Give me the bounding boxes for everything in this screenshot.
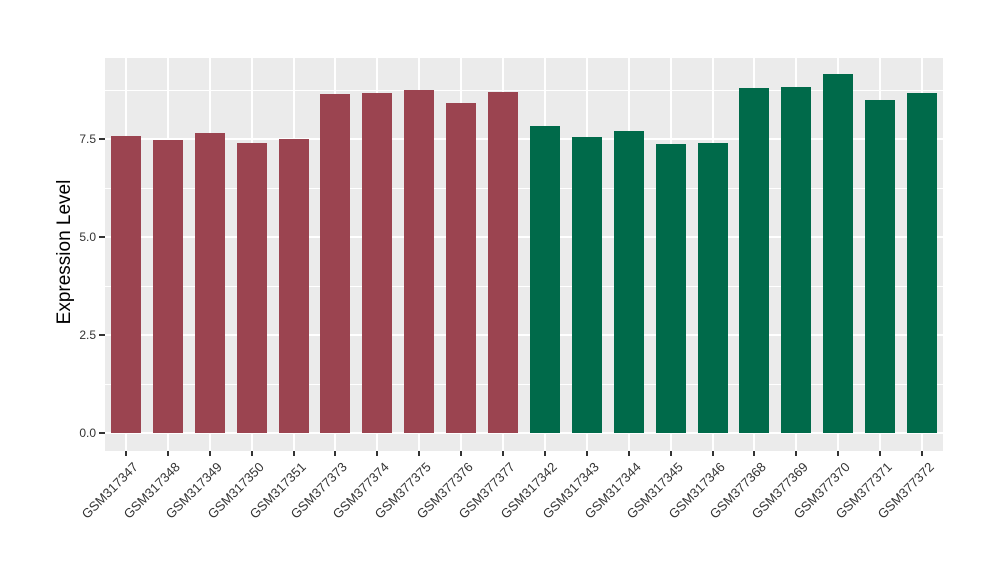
x-tick-mark <box>711 451 714 456</box>
gridline-minor-y <box>105 89 943 91</box>
x-tick-mark <box>585 451 588 456</box>
x-tick-mark <box>292 451 295 456</box>
gridline-major-y <box>105 334 943 336</box>
y-tick-label: 0.0 <box>79 426 96 440</box>
gridline-major-y <box>105 432 943 434</box>
gridline-minor-y <box>105 383 943 385</box>
bar <box>446 102 477 433</box>
bar <box>571 136 602 433</box>
x-tick-mark <box>543 451 546 456</box>
bar <box>823 74 854 433</box>
bar <box>152 140 183 433</box>
x-tick-mark <box>795 451 798 456</box>
bar <box>404 89 435 433</box>
x-tick-mark <box>879 451 882 456</box>
bar <box>194 132 225 433</box>
bar <box>529 126 560 433</box>
bar <box>739 87 770 433</box>
y-tick-mark <box>99 432 105 434</box>
x-tick-mark <box>124 451 127 456</box>
bar <box>110 135 141 433</box>
gridline-minor-y <box>105 285 943 287</box>
bar <box>613 131 644 433</box>
y-tick-label: 5.0 <box>79 230 96 244</box>
bar <box>320 93 351 433</box>
bar <box>236 143 267 433</box>
x-tick-mark <box>837 451 840 456</box>
plot-panel <box>105 58 943 451</box>
x-tick-mark <box>418 451 421 456</box>
x-tick-mark <box>208 451 211 456</box>
y-tick-label: 2.5 <box>79 328 96 342</box>
x-tick-mark <box>250 451 253 456</box>
y-axis-title: Expression Level <box>54 179 75 325</box>
bar <box>865 99 896 433</box>
x-tick-mark <box>166 451 169 456</box>
gridline-minor-y <box>105 187 943 189</box>
gridline-major-y <box>105 236 943 238</box>
bar <box>907 92 938 433</box>
x-tick-mark <box>669 451 672 456</box>
y-tick-label: 7.5 <box>79 132 96 146</box>
bar <box>278 138 309 433</box>
y-tick-mark <box>99 236 105 238</box>
bar <box>362 92 393 433</box>
x-tick-mark <box>502 451 505 456</box>
bar <box>781 86 812 433</box>
y-tick-mark <box>99 138 105 140</box>
x-tick-mark <box>627 451 630 456</box>
x-tick-mark <box>334 451 337 456</box>
x-tick-mark <box>460 451 463 456</box>
bar <box>655 144 686 433</box>
gridline-major-y <box>105 138 943 140</box>
x-tick-mark <box>921 451 924 456</box>
bar <box>488 91 519 433</box>
x-tick-mark <box>753 451 756 456</box>
bar <box>697 142 728 433</box>
x-tick-mark <box>376 451 379 456</box>
y-tick-mark <box>99 334 105 336</box>
